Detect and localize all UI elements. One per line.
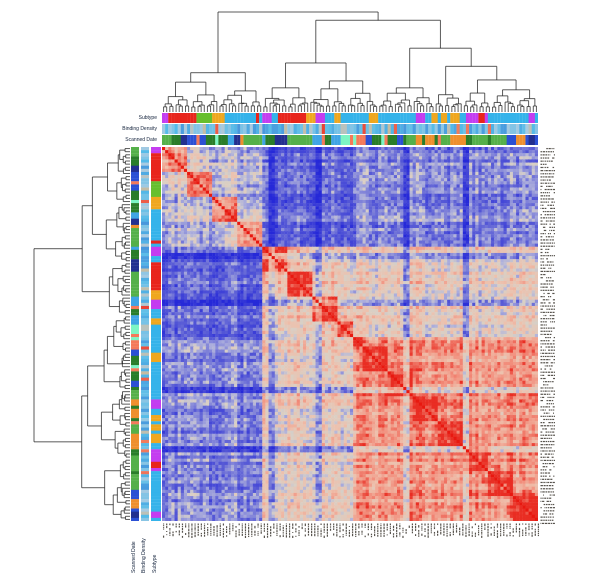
left-annotation-tracks <box>130 147 162 521</box>
column-tick-labels <box>162 523 540 538</box>
left-dendrogram <box>26 147 130 521</box>
left-annotation-label-binding-density: Binding Density <box>141 538 147 573</box>
correlation-heatmap <box>162 147 538 521</box>
left-annotation-label-scanned-date: Scanned Date <box>131 541 137 573</box>
annotation-label-binding-density: Binding Density <box>122 126 157 132</box>
annotation-label-subtype: Subtype <box>138 115 157 121</box>
row-tick-labels <box>540 147 555 525</box>
left-annotation-label-subtype: Subtype <box>152 554 158 573</box>
top-dendrogram <box>162 4 538 112</box>
top-annotation-tracks <box>162 113 538 146</box>
annotation-label-scanned-date: Scanned Date <box>125 137 157 143</box>
